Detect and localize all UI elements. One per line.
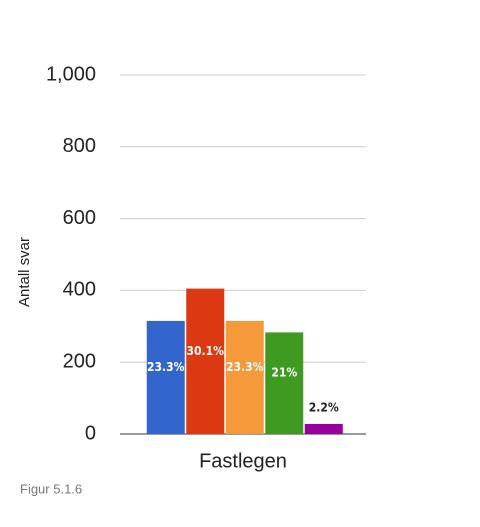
data-label: 23.3% [147,360,185,374]
bar [186,288,225,434]
y-tick-label: 400 [63,279,96,301]
caption: Figur 5.1.6 [20,481,82,496]
y-axis-label: Antall svar [16,237,33,307]
data-label: 30.1% [187,344,225,358]
bar [265,332,304,434]
data-label: 21% [271,366,297,380]
data-label: 2.2% [309,400,339,414]
y-tick-label: 0 [85,422,96,444]
y-tick-label: 1,000 [46,63,96,85]
y-tick-label: 200 [63,350,96,372]
y-tick-label: 800 [63,135,96,157]
data-label: 23.3% [226,360,264,374]
bar [304,423,343,434]
y-tick-label: 600 [63,207,96,229]
x-tick-label: Fastlegen [199,450,287,472]
bar [225,320,264,434]
bar [146,320,185,434]
